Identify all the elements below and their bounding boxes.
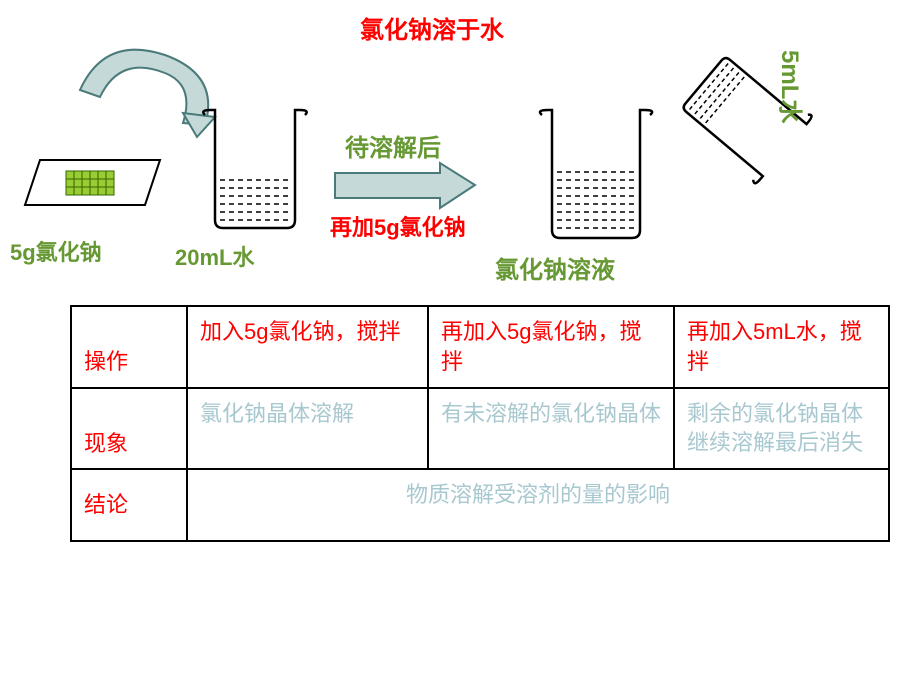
table-row: 现象 氯化钠晶体溶解 有未溶解的氯化钠晶体 剩余的氯化钠晶体继续溶解最后消失 [71, 388, 889, 470]
label-nacl-solution: 氯化钠溶液 [495, 250, 615, 285]
phen-cell-1: 氯化钠晶体溶解 [187, 388, 428, 470]
label-5ml-water: 5mL水 [775, 50, 810, 123]
dish-icon [20, 135, 180, 235]
concl-cell: 物质溶解受溶剂的量的影响 [187, 469, 889, 541]
op-cell-3: 再加入5mL水，搅拌 [674, 306, 889, 388]
experiment-table: 操作 加入5g氯化钠，搅拌 再加入5g氯化钠，搅拌 再加入5mL水，搅拌 现象 … [70, 305, 890, 542]
label-after-dissolve: 待溶解后 [345, 128, 441, 163]
right-arrow-icon [330, 158, 480, 213]
beaker2-icon [530, 100, 660, 245]
phen-cell-3: 剩余的氯化钠晶体继续溶解最后消失 [674, 388, 889, 470]
label-add-more: 再加5g氯化钠 [330, 210, 466, 242]
phen-cell-2: 有未溶解的氯化钠晶体 [428, 388, 674, 470]
table-row: 操作 加入5g氯化钠，搅拌 再加入5g氯化钠，搅拌 再加入5mL水，搅拌 [71, 306, 889, 388]
row-head-phen: 现象 [71, 388, 187, 470]
op-cell-1: 加入5g氯化钠，搅拌 [187, 306, 428, 388]
label-5g-nacl: 5g氯化钠 [10, 235, 102, 267]
table-row: 结论 物质溶解受溶剂的量的影响 [71, 469, 889, 541]
op-cell-2: 再加入5g氯化钠，搅拌 [428, 306, 674, 388]
row-head-op: 操作 [71, 306, 187, 388]
beaker1-icon [195, 100, 310, 235]
diagram: 5g氯化钠 20mL水 待溶解后 再加5g氯化钠 氯化钠溶液 5mL水 [0, 0, 920, 300]
label-20ml-water: 20mL水 [175, 240, 254, 272]
row-head-concl: 结论 [71, 469, 187, 541]
